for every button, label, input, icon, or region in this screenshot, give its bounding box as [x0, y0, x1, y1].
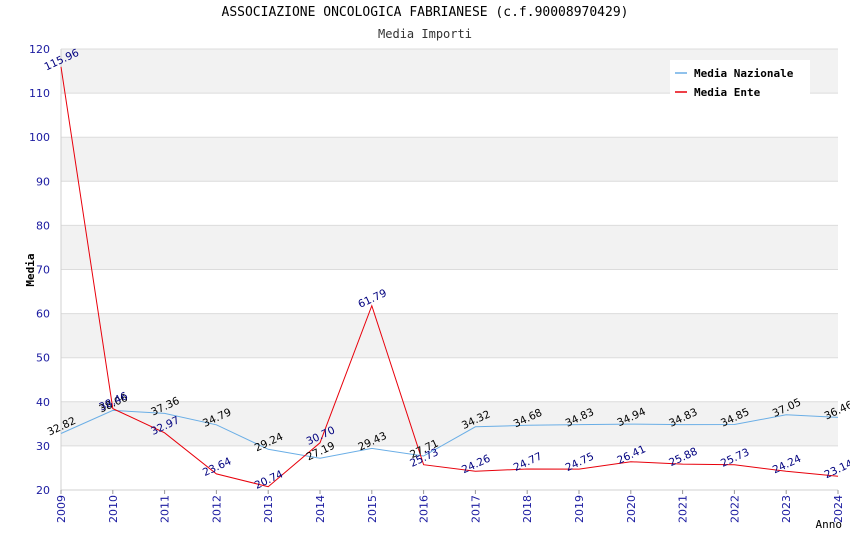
- y-tick-label: 90: [36, 175, 50, 188]
- series-line-media-ente: [60, 66, 839, 488]
- x-tick-label: 2010: [107, 495, 120, 523]
- x-tick-label: 2013: [262, 495, 275, 523]
- x-tick-label: 2021: [677, 495, 690, 523]
- x-tick-label: 2024: [832, 495, 845, 523]
- x-tick-label: 2014: [314, 495, 327, 523]
- data-label: 23.64: [201, 455, 234, 479]
- x-tick-label: 2012: [210, 495, 223, 523]
- chart-subtitle: Media Importi: [378, 27, 472, 41]
- legend-label: Media Ente: [694, 86, 761, 99]
- x-tick-label: 2009: [55, 495, 68, 523]
- x-tick-label: 2017: [469, 495, 482, 523]
- legend-box: [670, 60, 810, 96]
- x-axis-title: Anno: [816, 518, 843, 531]
- y-tick-label: 120: [29, 43, 50, 56]
- data-label: 24.26: [460, 453, 493, 477]
- y-tick-label: 60: [36, 308, 50, 321]
- y-tick-label: 40: [36, 396, 50, 409]
- chart-title: ASSOCIAZIONE ONCOLOGICA FABRIANESE (c.f.…: [221, 5, 629, 20]
- y-tick-label: 20: [36, 484, 50, 497]
- grid-band: [61, 137, 838, 182]
- data-label: 24.77: [512, 450, 544, 474]
- x-tick-label: 2023: [780, 495, 793, 523]
- legend-label: Media Nazionale: [694, 67, 794, 80]
- y-tick-label: 70: [36, 264, 50, 277]
- y-axis-title: Media: [24, 253, 37, 286]
- data-label: 24.75: [564, 451, 596, 475]
- x-tick-label: 2019: [573, 495, 586, 523]
- data-label: 23.14: [823, 458, 850, 482]
- x-tick-label: 2016: [418, 495, 431, 523]
- x-tick-label: 2020: [625, 495, 638, 523]
- x-tick-label: 2022: [728, 495, 741, 523]
- y-tick-label: 30: [36, 440, 50, 453]
- x-tick-label: 2018: [521, 495, 534, 523]
- grid-band: [61, 401, 838, 446]
- data-label: 26.41: [615, 443, 647, 467]
- grid-band: [61, 313, 838, 358]
- y-tick-label: 50: [36, 352, 50, 365]
- x-tick-label: 2015: [366, 495, 379, 523]
- y-tick-label: 80: [36, 219, 50, 232]
- data-label: 25.88: [667, 446, 699, 470]
- grid-band: [61, 225, 838, 270]
- x-tick-label: 2011: [159, 495, 172, 523]
- series-line-media-nazionale: [60, 409, 839, 459]
- y-tick-label: 100: [29, 131, 50, 144]
- y-tick-label: 110: [29, 87, 50, 100]
- data-label: 20.74: [253, 468, 286, 492]
